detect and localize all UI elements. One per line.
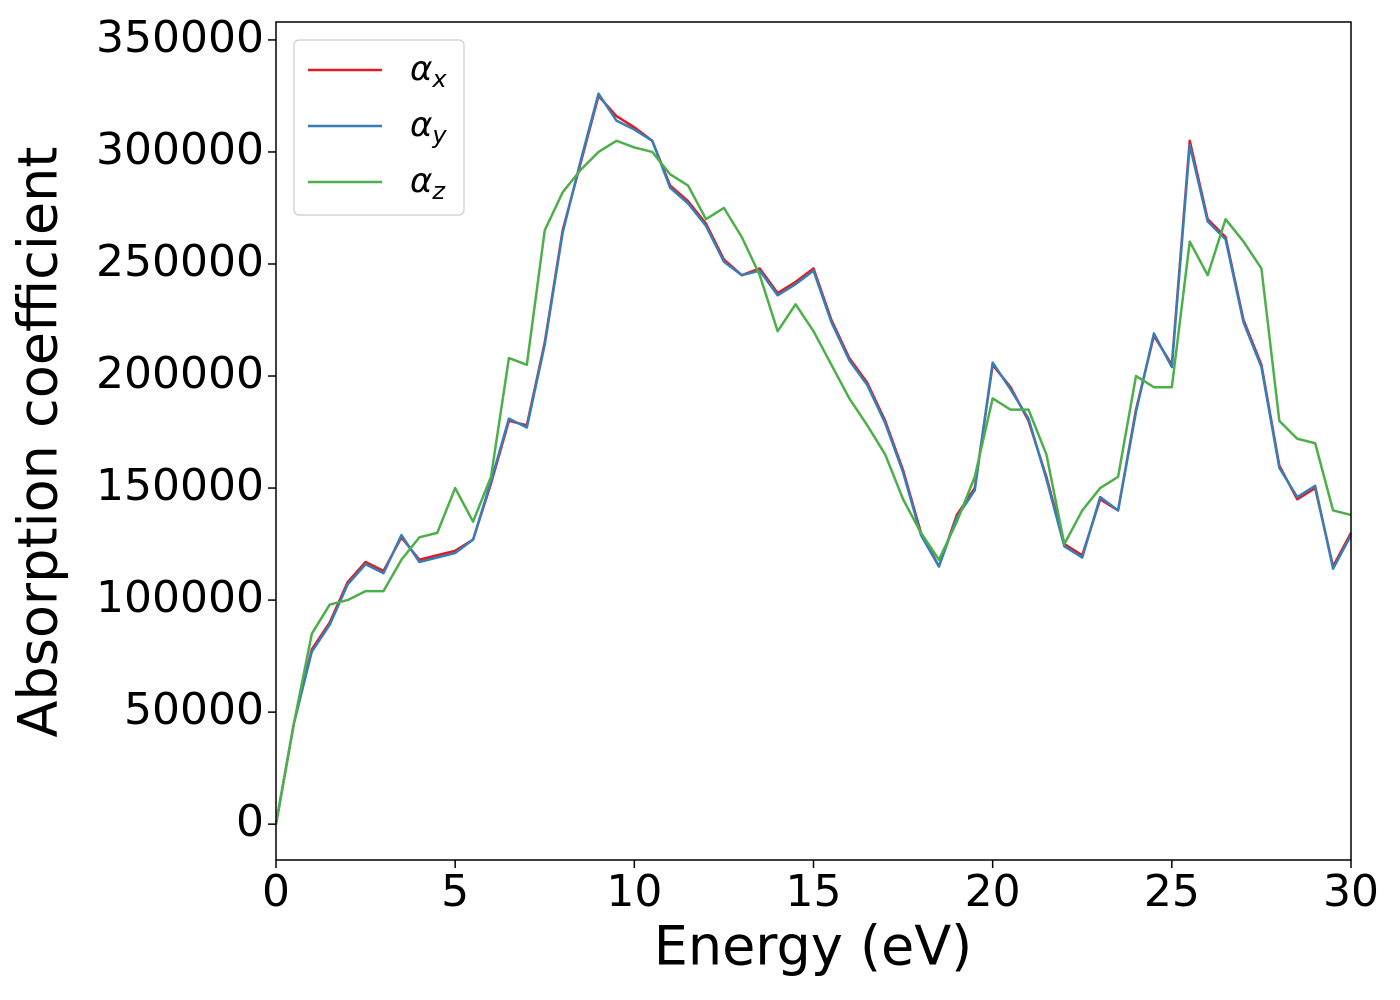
x-tick-label: 0 xyxy=(262,866,290,917)
y-tick-label: 50000 xyxy=(124,684,264,735)
legend-label: αx xyxy=(410,49,447,94)
legend-label: αy xyxy=(410,105,447,150)
y-axis-label: Absorption coefficient xyxy=(7,147,70,738)
plot-frame xyxy=(275,21,1352,861)
y-tick-label: 300000 xyxy=(96,124,264,175)
y-tick-label: 250000 xyxy=(96,236,264,287)
legend-frame xyxy=(293,39,465,216)
x-tick-label: 5 xyxy=(441,866,469,917)
y-tick-label: 350000 xyxy=(96,12,264,63)
data-line xyxy=(274,92,1353,825)
x-tick-label: 10 xyxy=(606,866,662,917)
x-tick-label: 25 xyxy=(1144,866,1200,917)
x-tick-label: 15 xyxy=(786,866,842,917)
x-axis-label: Energy (eV) xyxy=(654,915,973,978)
y-tick-label: 150000 xyxy=(96,460,264,511)
y-tick-label: 100000 xyxy=(96,572,264,623)
y-tick-label: 0 xyxy=(236,796,264,847)
legend-label: αz xyxy=(410,161,446,206)
x-tick-label: 30 xyxy=(1323,866,1379,917)
data-line xyxy=(274,139,1352,825)
x-tick-label: 20 xyxy=(965,866,1021,917)
legend: αx αy αz xyxy=(293,39,465,216)
y-tick-label: 200000 xyxy=(96,348,264,399)
